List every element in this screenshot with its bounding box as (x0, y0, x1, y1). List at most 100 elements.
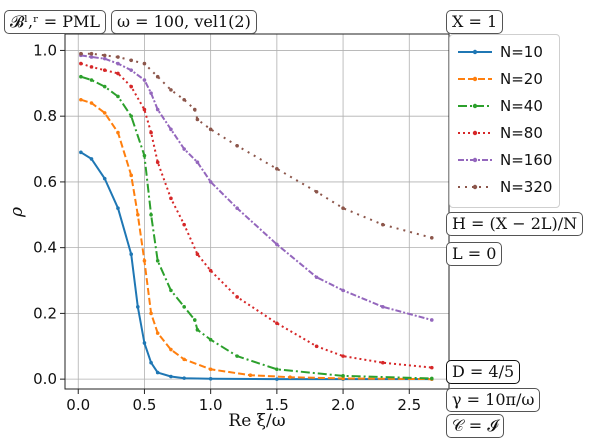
data-point (195, 328, 200, 332)
data-point (89, 157, 94, 161)
data-point (89, 55, 94, 59)
data-point (208, 377, 213, 381)
series-line-n-20 (80, 98, 432, 381)
legend-label: N=10 (500, 43, 543, 61)
y-tick-label: 0.2 (33, 304, 57, 322)
data-point (192, 318, 197, 322)
data-point (155, 160, 160, 164)
x-tick-label: 1.0 (199, 396, 223, 414)
data-point (142, 153, 147, 158)
data-point (182, 376, 186, 380)
data-point (341, 288, 345, 293)
data-point (248, 373, 253, 377)
data-point (102, 68, 107, 72)
d-tag: D = 4/5 (446, 360, 521, 384)
data-point (195, 160, 200, 164)
legend-item: N=40 (456, 95, 556, 119)
l-tag: L = 0 (446, 242, 503, 266)
data-point (129, 68, 134, 72)
legend-swatch-marker (472, 157, 478, 163)
data-point (142, 61, 147, 66)
legend-label: N=80 (500, 124, 543, 142)
data-point (275, 377, 279, 381)
data-point (89, 101, 94, 105)
data-point (275, 166, 279, 171)
data-point (79, 97, 83, 102)
data-point (136, 305, 140, 309)
x-axis-label: Re ξ/ω (228, 411, 285, 431)
legend-item: N=80 (456, 122, 556, 146)
data-point (149, 91, 153, 95)
data-point (155, 107, 160, 112)
data-point (79, 74, 83, 79)
data-point (142, 78, 147, 82)
y-tick-label: 1.0 (33, 41, 57, 59)
x-tick-label: 2.0 (331, 396, 355, 414)
data-point (182, 222, 186, 227)
data-point (142, 107, 147, 112)
ticks: 0.0 0.5 1.0 1.5 2.0 2.5 0.0 0.2 0.4 0.6 0.8 1.0 (33, 41, 421, 414)
data-point (129, 252, 134, 257)
data-point (429, 318, 434, 322)
data-point (429, 235, 434, 240)
data-point (102, 111, 107, 115)
legend-label: N=320 (500, 178, 553, 196)
data-point (380, 222, 385, 227)
series-line-n-80 (80, 62, 432, 369)
legend-item: N=160 (456, 149, 556, 173)
legend-swatch (458, 76, 492, 82)
data-point (149, 360, 153, 365)
data-point (314, 275, 319, 280)
data-point (235, 206, 239, 211)
data-point (155, 74, 160, 79)
data-point (142, 341, 147, 345)
legend-label: N=160 (500, 151, 553, 169)
legend-swatch (458, 103, 492, 109)
data-point (235, 354, 239, 358)
y-axis-label: ρ (7, 207, 27, 218)
data-point (380, 305, 385, 309)
series-line-n-320 (80, 52, 433, 239)
y-tick-label: 0.6 (33, 173, 57, 191)
legend-swatch (458, 184, 492, 190)
data-point (341, 206, 345, 211)
data-point (169, 127, 173, 132)
data-point (155, 259, 160, 263)
legend-item: N=10 (456, 41, 556, 65)
data-point (89, 65, 94, 69)
data-point (129, 58, 134, 63)
data-point (429, 365, 434, 370)
legend-swatch-marker (472, 184, 478, 190)
boundary-tag: 𝓑ˡ,ʳ = PML (4, 10, 106, 34)
x-tag: X = 1 (446, 10, 504, 34)
data-point (149, 130, 153, 135)
data-point (182, 97, 186, 102)
data-point (169, 88, 173, 92)
data-point (116, 94, 120, 99)
legend-swatch-marker (472, 49, 478, 55)
data-point (341, 376, 345, 381)
legend-swatch (458, 130, 492, 136)
legend-label: N=20 (500, 70, 543, 88)
legend-item: N=20 (456, 68, 556, 92)
data-point (116, 61, 120, 66)
data-point (169, 288, 173, 293)
data-point (192, 107, 197, 112)
data-point (208, 268, 213, 273)
data-point (314, 189, 319, 194)
data-point (89, 51, 94, 56)
h-tag: H = (X − 2L)/N (446, 212, 584, 236)
legend: N=10 N=20 N=40 N=80 N=160 N=320 (449, 34, 560, 208)
data-point (169, 347, 173, 352)
data-point (155, 370, 160, 375)
data-point (79, 51, 83, 56)
data-point (195, 117, 200, 122)
data-point (129, 173, 134, 178)
data-point (235, 143, 239, 148)
data-point (182, 147, 186, 151)
grid (65, 34, 449, 389)
data-point (116, 206, 120, 211)
data-point (116, 71, 120, 76)
data-point (208, 367, 213, 372)
data-point (149, 311, 153, 316)
